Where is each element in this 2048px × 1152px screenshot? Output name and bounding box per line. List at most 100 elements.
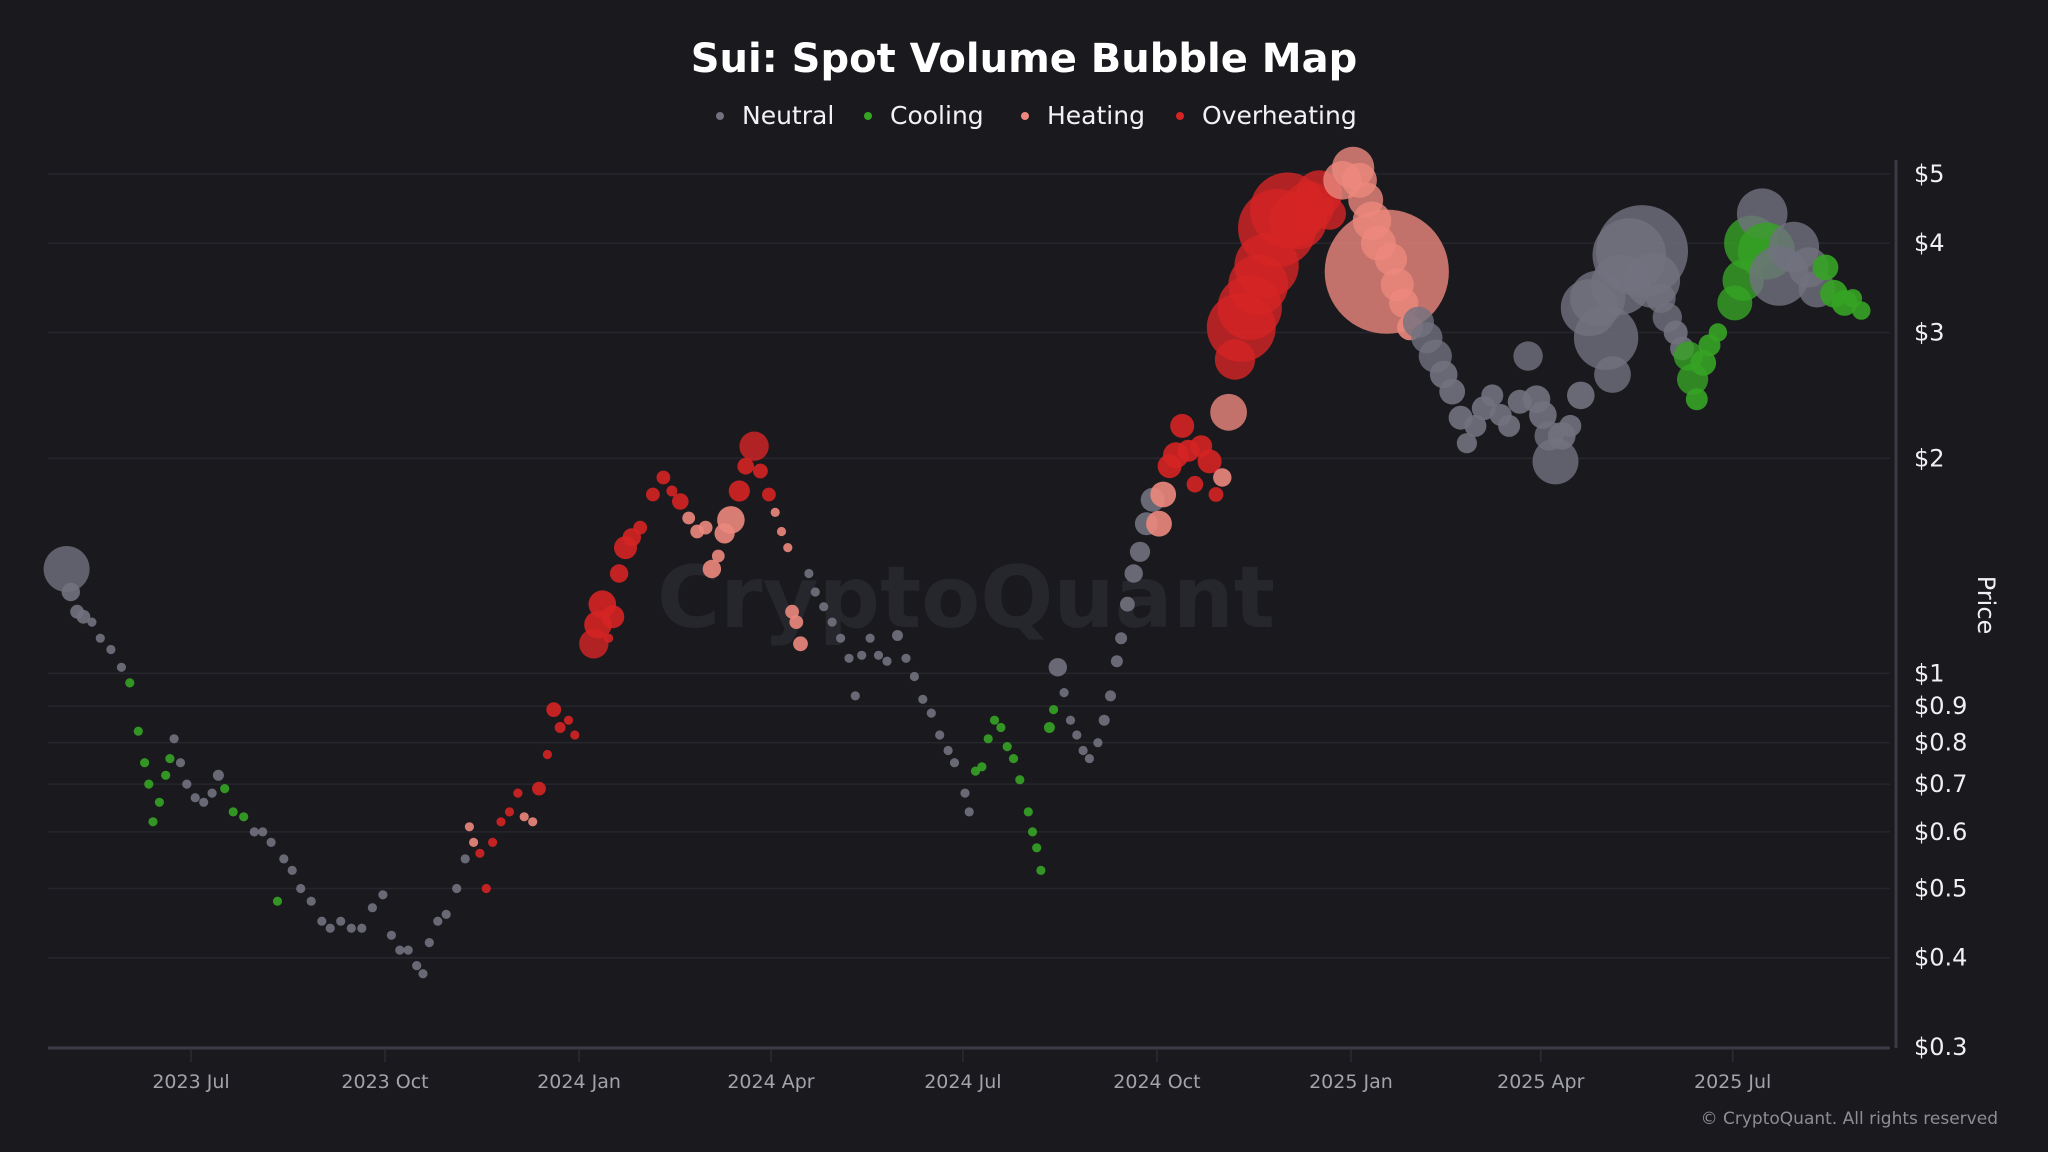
bubble-point <box>357 923 367 933</box>
bubble-point <box>935 730 945 740</box>
bubble-point <box>717 506 745 534</box>
bubble-point <box>279 854 289 864</box>
y-tick-label: $3 <box>1914 319 1945 347</box>
x-tick-label: 2024 Jan <box>537 1071 621 1093</box>
x-axis-ticks: 2023 Jul 2023 Oct 2024 Jan 2024 Apr 2024 Jul… <box>152 1050 1771 1093</box>
bubble-point <box>882 656 892 666</box>
bubble-point <box>144 779 154 789</box>
bubble-point <box>346 923 356 933</box>
bubble-point <box>604 633 614 643</box>
bubble-point <box>1146 510 1172 537</box>
bubble-point <box>666 485 678 497</box>
bubble-point <box>819 602 829 612</box>
chart-title: Sui: Spot Volume Bubble Map <box>691 36 1357 82</box>
bubble-point <box>1690 350 1717 376</box>
bubble-point <box>258 827 268 837</box>
bubble-point <box>682 511 696 525</box>
bubble-point <box>785 604 799 619</box>
bubble-point <box>983 734 993 744</box>
x-tick-label: 2023 Oct <box>341 1071 428 1093</box>
bubble-point <box>672 493 689 510</box>
bubble-point <box>909 671 920 682</box>
bubble-point <box>1049 705 1059 715</box>
x-tick-label: 2023 Jul <box>152 1071 229 1093</box>
bubbles <box>43 146 1871 979</box>
bubble-point <box>306 896 316 906</box>
bubble-point <box>504 807 515 817</box>
bubble-point <box>287 865 297 876</box>
bubble-point <box>1170 413 1195 438</box>
bubble-point <box>296 883 306 894</box>
bubble-point <box>1213 468 1232 487</box>
bubble-point <box>469 837 479 848</box>
bubble-point <box>249 827 259 837</box>
bubble-point <box>1313 197 1346 230</box>
bubble-point <box>789 615 804 629</box>
bubble-point <box>61 582 80 602</box>
bubble-point <box>1439 378 1466 405</box>
legend-item-overheating[interactable]: Overheating <box>1176 101 1357 130</box>
bubble-point <box>1059 688 1069 698</box>
legend-item-heating[interactable]: Heating <box>1021 101 1145 130</box>
bubble-point <box>1210 393 1247 431</box>
x-tick-label: 2024 Jul <box>924 1071 1001 1093</box>
bubble-point <box>1120 596 1135 612</box>
bubble-point <box>656 470 671 485</box>
bubble-point <box>441 909 451 920</box>
bubble-point <box>496 817 506 827</box>
bubble-point <box>161 770 171 780</box>
bubble-point <box>1197 449 1222 474</box>
bubble-point <box>1129 541 1151 562</box>
y-tick-label: $5 <box>1914 160 1945 188</box>
bubble-point <box>418 969 428 979</box>
bubble-point <box>207 788 217 798</box>
y-tick-label: $0.6 <box>1914 818 1967 846</box>
bubble-point <box>783 543 793 553</box>
bubble-point <box>1498 414 1521 437</box>
bubble-point <box>770 507 780 517</box>
bubble-point <box>1115 632 1128 645</box>
bubble-point <box>926 708 936 718</box>
y-tick-label: $1 <box>1914 659 1945 687</box>
bubble-point <box>386 930 396 940</box>
y-tick-label: $0.7 <box>1914 770 1967 798</box>
bubble-point <box>481 883 491 894</box>
legend-item-cooling[interactable]: Cooling <box>864 101 984 130</box>
bubble-point <box>989 715 1000 725</box>
bubble-point <box>836 633 846 643</box>
bubble-point <box>1084 754 1094 764</box>
bubble-point <box>546 702 562 717</box>
legend-label: Neutral <box>742 101 834 130</box>
y-axis-ticks: $5 $4 $3 $2 $1 $0.9 $0.8 $0.7 $0.6 $0.5 $0.4 $0.3 <box>1914 160 1967 1061</box>
bubble-point <box>106 644 116 655</box>
bubble-point <box>1093 738 1103 748</box>
bubble-point <box>698 520 713 535</box>
legend-marker <box>716 112 724 120</box>
bubble-point <box>1567 381 1595 410</box>
legend-item-neutral[interactable]: Neutral <box>716 101 834 130</box>
x-tick-label: 2025 Jul <box>1694 1071 1771 1093</box>
bubble-point <box>378 890 388 900</box>
bubble-point <box>601 605 625 629</box>
bubble-point <box>239 812 249 822</box>
bubble-point <box>542 749 553 760</box>
x-tick-label: 2025 Apr <box>1497 1071 1584 1093</box>
bubble-point <box>228 807 238 817</box>
y-tick-label: $0.5 <box>1914 875 1967 903</box>
bubble-point <box>977 762 987 772</box>
copyright: © CryptoQuant. All rights reserved <box>1701 1109 1998 1129</box>
bubble-point <box>711 549 725 563</box>
bubble-point <box>403 945 413 955</box>
bubble-point <box>1559 414 1582 437</box>
bubble-point <box>1513 341 1543 371</box>
bubble-point <box>1015 775 1025 785</box>
bubble-point <box>475 848 485 858</box>
y-tick-label: $0.8 <box>1914 729 1967 757</box>
legend-marker <box>1176 112 1184 120</box>
y-tick-label: $0.3 <box>1914 1033 1967 1061</box>
bubble-point <box>737 457 754 475</box>
bubble-point <box>1110 655 1123 668</box>
bubble-point <box>1812 254 1839 281</box>
bubble-point <box>367 903 377 913</box>
